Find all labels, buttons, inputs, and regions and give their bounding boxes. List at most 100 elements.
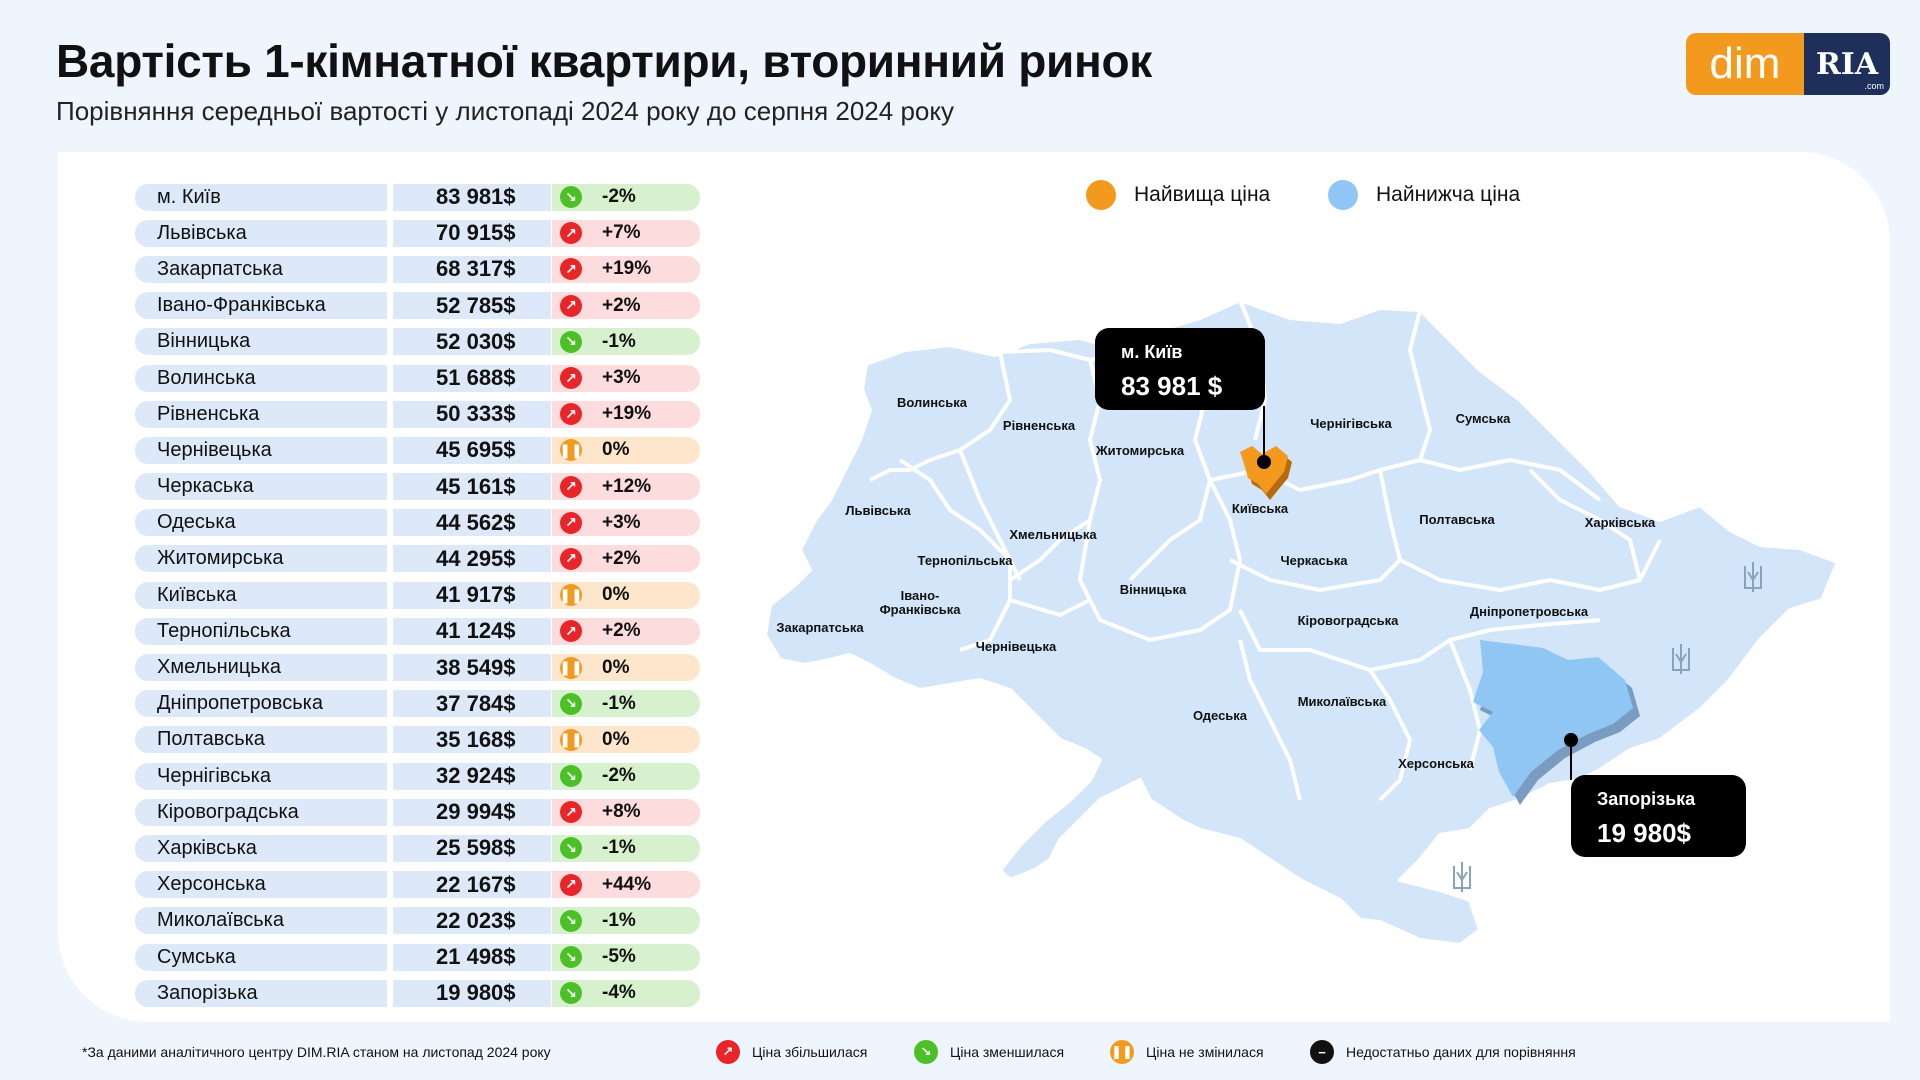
region-name: Кіровоградська: [135, 798, 387, 826]
map-ukraine-body: [763, 298, 1840, 947]
region-name: Львівська: [135, 219, 387, 247]
arrow-up-right-icon: ↗: [560, 403, 582, 426]
region-change: ❚❚ 0%: [552, 654, 700, 682]
region-name: Дніпропетровська: [135, 690, 387, 718]
callout-pointers: [1257, 406, 1578, 780]
region-change: ↗ +3%: [552, 509, 700, 537]
region-price: 70 915$: [393, 219, 551, 247]
region-price: 44 295$: [393, 545, 551, 573]
logo-dim-part: dim: [1686, 33, 1804, 95]
legend-increase-label: Ціна збільшилася: [752, 1044, 868, 1060]
map-label-vinnytska: Вінницька: [1120, 582, 1187, 597]
table-row: Київська 41 917$ ❚❚ 0%: [135, 577, 700, 613]
table-row: Одеська 44 562$ ↗ +3%: [135, 505, 700, 541]
dim-ria-logo[interactable]: dim RIA .com: [1686, 33, 1890, 95]
region-name: Сумська: [135, 943, 387, 971]
table-row: Херсонська 22 167$ ↗ +44%: [135, 867, 700, 903]
region-price: 22 167$: [393, 871, 551, 899]
border-mykolaiv-kherson: [1368, 668, 1412, 802]
region-change-value: -5%: [602, 946, 636, 968]
map-label-cherkaska: Черкаська: [1281, 553, 1349, 568]
arrow-up-right-icon: ↗: [560, 475, 582, 498]
border-kharkiv-west: [1528, 468, 1642, 581]
region-change: ❚❚ 0%: [552, 726, 700, 754]
arrow-down-right-icon: ↘: [560, 837, 582, 860]
blue-dot-icon: [1328, 180, 1358, 210]
table-row: Харківська 25 598$ ↘ -1%: [135, 830, 700, 866]
pause-icon: ❚❚: [559, 584, 583, 607]
arrow-up-right-icon: ↗: [560, 367, 582, 390]
region-name: Рівненська: [135, 400, 387, 428]
region-change-value: -1%: [602, 837, 636, 859]
table-row: Полтавська 35 168$ ❚❚ 0%: [135, 722, 700, 758]
logo-com-text: .com: [1864, 81, 1884, 91]
table-row: Дніпропетровська 37 784$ ↘ -1%: [135, 686, 700, 722]
region-change-value: 0%: [602, 728, 630, 750]
table-row: Чернігівська 32 924$ ↘ -2%: [135, 758, 700, 794]
region-price: 19 980$: [393, 979, 551, 1007]
region-change: ↗ +44%: [552, 871, 700, 899]
arrow-up-right-icon: ↗: [716, 1040, 740, 1064]
region-change-value: +44%: [602, 873, 652, 895]
arrow-up-right-icon: ↗: [560, 620, 582, 643]
region-price: 45 161$: [393, 473, 551, 501]
region-price: 29 994$: [393, 798, 551, 826]
region-change-value: 0%: [602, 439, 630, 461]
map-label-khersonska: Херсонська: [1398, 756, 1475, 771]
region-change: ↘ -1%: [552, 328, 700, 356]
map-region-borders: [869, 299, 1662, 802]
region-change: ↘ -1%: [552, 834, 700, 862]
region-change-value: +12%: [602, 475, 652, 497]
region-name: Київська: [135, 581, 387, 609]
map-label-volynska: Волинська: [897, 395, 968, 410]
region-name: Чернівецька: [135, 436, 387, 464]
region-change-value: +2%: [602, 294, 641, 316]
table-row: Хмельницька 38 549$ ❚❚ 0%: [135, 649, 700, 685]
region-change: ↘ -4%: [552, 979, 700, 1007]
region-change-value: +19%: [602, 258, 652, 280]
callout-kyiv-value: 83 981 $: [1121, 371, 1223, 401]
map-label-dnipropetrovska: Дніпропетровська: [1470, 604, 1589, 619]
legend-increase: ↗ Ціна збільшилася: [716, 1040, 867, 1064]
border-odesa-mykolaiv: [1238, 639, 1302, 801]
region-name: Харківська: [135, 834, 387, 862]
map-crest-icons: [1453, 562, 1762, 892]
page-subtitle: Порівняння середньої вартості у листопад…: [56, 96, 955, 126]
map-label-mykolaivska: Миколаївська: [1298, 694, 1387, 709]
map-label-zhytomyrska: Житомирська: [1095, 443, 1185, 458]
region-price: 52 785$: [393, 292, 551, 320]
kyiv-pointer-dot: [1257, 455, 1271, 469]
table-row: Рівненська 50 333$ ↗ +19%: [135, 396, 700, 432]
region-change: ↗ +2%: [552, 292, 700, 320]
table-row: Закарпатська 68 317$ ↗ +19%: [135, 251, 700, 287]
border-west-regions: [898, 458, 1012, 652]
border-kherson-east: [1448, 639, 1482, 771]
pause-icon: ❚❚: [559, 439, 583, 462]
region-change-value: 0%: [602, 656, 630, 678]
region-change: ↘ -2%: [552, 762, 700, 790]
arrow-down-right-icon: ↘: [560, 982, 582, 1005]
region-change-value: +3%: [602, 511, 641, 533]
pause-icon: ❚❚: [559, 656, 583, 679]
region-change-value: +2%: [602, 620, 641, 642]
arrow-up-right-icon: ↗: [560, 258, 582, 281]
region-name: Полтавська: [135, 726, 387, 754]
zaporizhzhia-region: [1473, 640, 1640, 805]
legend-lowest-label: Найнижча ціна: [1376, 183, 1521, 206]
map-label-ivano: Івано-: [901, 588, 940, 603]
region-change-value: -1%: [602, 692, 636, 714]
region-change: ↘ -1%: [552, 907, 700, 935]
region-change-value: +2%: [602, 547, 641, 569]
callout-zaporizhzhia-value: 19 980$: [1597, 818, 1691, 848]
region-name: Івано-Франківська: [135, 292, 387, 320]
region-change-value: +19%: [602, 403, 652, 425]
map-country-shape: [763, 298, 1840, 947]
region-change: ❚❚ 0%: [552, 581, 700, 609]
table-row: Черкаська 45 161$ ↗ +12%: [135, 469, 700, 505]
table-row: Волинська 51 688$ ↗ +3%: [135, 360, 700, 396]
region-change: ↗ +8%: [552, 798, 700, 826]
region-name: Черкаська: [135, 473, 387, 501]
trident-icon: [1744, 562, 1762, 592]
arrow-down-right-icon: ↘: [560, 692, 582, 715]
